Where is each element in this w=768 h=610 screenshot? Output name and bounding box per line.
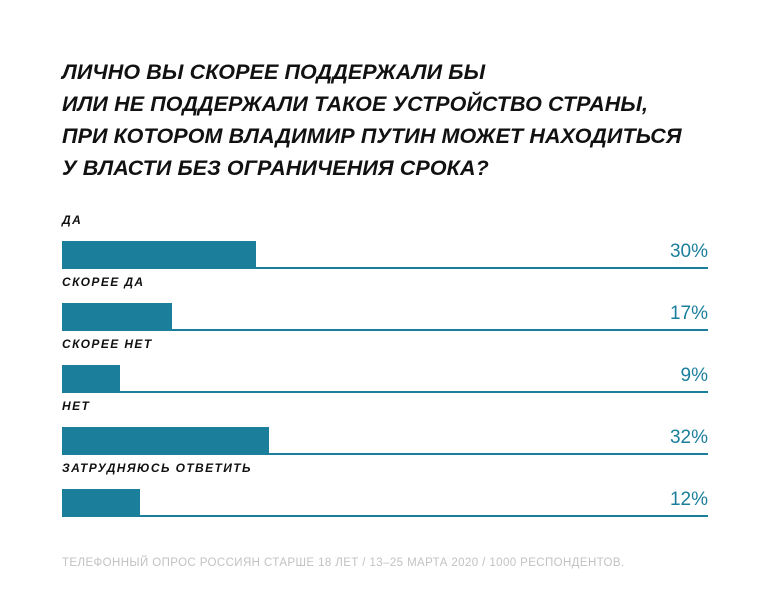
bar [62,427,269,455]
bar-track-line [62,329,708,331]
bar [62,489,140,517]
value-label: 30% [669,241,708,262]
bar-track-line [62,267,708,269]
chart-row: СКОРЕЕ НЕТ 9% [62,337,708,397]
title-line: ИЛИ НЕ ПОДДЕРЖАЛИ ТАКОЕ УСТРОЙСТВО СТРАН… [62,92,649,116]
chart-title: ЛИЧНО ВЫ СКОРЕЕ ПОДДЕРЖАЛИ БЫ ИЛИ НЕ ПОД… [62,56,742,184]
bar [62,241,256,269]
bar-track-line [62,391,708,393]
title-line: ПРИ КОТОРОМ ВЛАДИМИР ПУТИН МОЖЕТ НАХОДИТ… [62,124,682,148]
title-line: ЛИЧНО ВЫ СКОРЕЕ ПОДДЕРЖАЛИ БЫ [62,60,486,84]
value-label: 12% [669,489,708,510]
value-label: 32% [669,427,708,448]
bar [62,303,172,331]
chart-row: СКОРЕЕ ДА 17% [62,275,708,335]
value-label: 9% [680,365,708,386]
title-line: У ВЛАСТИ БЕЗ ОГРАНИЧЕНИЯ СРОКА? [62,156,489,180]
chart-row: НЕТ 32% [62,399,708,459]
bar-track-line [62,515,708,517]
bar-track-line [62,453,708,455]
category-label: СКОРЕЕ НЕТ [62,337,153,351]
chart-row: ЗАТРУДНЯЮСЬ ОТВЕТИТЬ 12% [62,461,708,521]
survey-footnote: ТЕЛЕФОННЫЙ ОПРОС РОССИЯН СТАРШЕ 18 ЛЕТ /… [62,557,625,569]
category-label: НЕТ [62,399,91,413]
category-label: СКОРЕЕ ДА [62,275,145,289]
value-label: 17% [669,303,708,324]
category-label: ЗАТРУДНЯЮСЬ ОТВЕТИТЬ [62,461,252,475]
chart-row: ДА 30% [62,213,708,273]
category-label: ДА [62,213,83,227]
bar [62,365,120,393]
bar-chart: ДА 30% СКОРЕЕ ДА 17% СКОРЕЕ НЕТ 9% НЕТ 32% ЗАТРУ… [62,213,708,533]
